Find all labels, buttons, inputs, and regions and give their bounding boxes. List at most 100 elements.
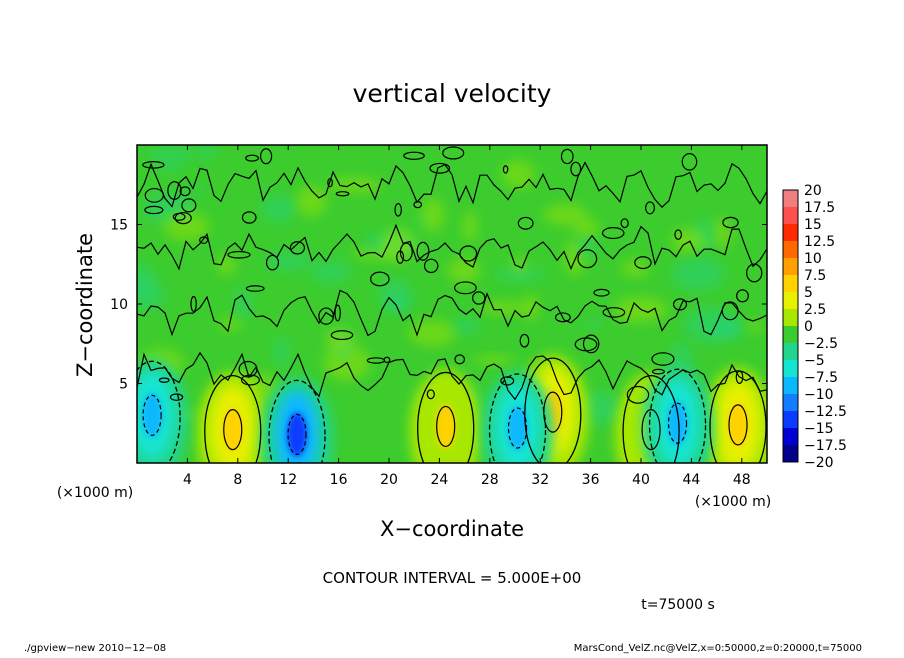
- x-tick-label: 28: [481, 472, 499, 488]
- field-patch: [273, 337, 290, 367]
- downdraft-contour: [488, 373, 547, 463]
- colorbar-label: −5: [804, 353, 825, 369]
- field-patch: [671, 257, 725, 291]
- downdraft-core: [142, 393, 163, 438]
- downdraft-contour: [648, 368, 707, 463]
- field-patch: [471, 355, 517, 366]
- zero-contour-loop: [672, 298, 688, 311]
- y-axis-title: Z−coordinate: [73, 233, 97, 377]
- x-tick-label: 8: [233, 472, 242, 488]
- colorbar-segment: [783, 258, 798, 275]
- zero-contour-loop: [620, 218, 629, 229]
- field-features: [137, 355, 767, 463]
- colorbar-label: 0: [804, 319, 813, 335]
- x-tick-label: 48: [733, 472, 751, 488]
- zero-contour-loop: [454, 354, 465, 365]
- colorbar-label: −15: [804, 421, 834, 437]
- field-patch: [261, 194, 296, 223]
- field-patch: [218, 317, 243, 330]
- colorbar: 2017.51512.5107.552.50−2.5−5−7.5−10−12.5…: [782, 183, 847, 471]
- zero-contour-loop: [517, 216, 534, 230]
- downdraft-inner-contour: [287, 413, 307, 455]
- updraft-core: [728, 402, 749, 447]
- field-patch: [573, 218, 600, 239]
- updraft-contour: [204, 374, 262, 463]
- chart-title: vertical velocity: [353, 79, 552, 108]
- y-axis-ticks: 5 10 15: [110, 218, 767, 393]
- colorbar-segment: [783, 309, 798, 326]
- zero-contour-loop: [651, 368, 665, 375]
- x-tick-label: 20: [380, 472, 398, 488]
- field-patch: [385, 297, 409, 312]
- zero-contour-loop: [179, 186, 191, 197]
- colorbar-label: 7.5: [804, 268, 826, 284]
- field-patch: [217, 255, 236, 276]
- zero-contour-loop: [174, 211, 192, 225]
- zero-contour-loop: [416, 241, 430, 261]
- zero-contour-loop: [403, 151, 425, 160]
- colorbar-label: 5: [804, 285, 813, 301]
- y-tick-label: 10: [110, 297, 128, 313]
- field-patch: [311, 260, 350, 283]
- field-patch: [191, 185, 205, 195]
- zero-contour-loop: [502, 165, 509, 174]
- colorbar-label: −20: [804, 455, 834, 471]
- zero-contour-loop: [577, 249, 598, 269]
- colorbar-label: −7.5: [804, 370, 838, 386]
- colorbar-segment: [783, 377, 798, 394]
- zero-contour-loop: [674, 229, 682, 240]
- x-tick-label: 12: [279, 472, 297, 488]
- zero-contour-loop: [227, 250, 251, 259]
- x-tick-label: 16: [330, 472, 348, 488]
- y-tick-label: 5: [119, 377, 128, 393]
- field-patch: [745, 320, 762, 332]
- colorbar-segment: [783, 207, 798, 224]
- x-tick-label: 40: [632, 472, 650, 488]
- field-patch: [582, 318, 602, 328]
- time-label: t=75000 s: [641, 597, 715, 613]
- x-unit-label-left: (×1000 m): [57, 485, 133, 501]
- zero-contour-loop: [426, 389, 435, 400]
- zero-contour-loop: [601, 227, 625, 240]
- zero-contour-loop: [519, 333, 530, 348]
- zero-contour-loop: [158, 377, 170, 383]
- field-patch: [235, 287, 252, 321]
- zero-contour-loop: [442, 146, 465, 160]
- downdraft-contour: [268, 379, 326, 463]
- zero-contour-loop: [602, 307, 626, 318]
- zero-contour-loop: [260, 148, 273, 165]
- field-patch: [712, 218, 732, 249]
- zero-contour-loop: [736, 289, 749, 303]
- colorbar-segment: [783, 394, 798, 411]
- zero-contour-loop: [327, 177, 333, 188]
- zero-contour-loop: [142, 161, 165, 169]
- downdraft-core: [507, 406, 528, 451]
- zero-contour-loop: [453, 281, 477, 295]
- colorbar-label: −12.5: [804, 404, 847, 420]
- colorbar-label: −17.5: [804, 438, 847, 454]
- updraft-inner-contour: [436, 405, 456, 448]
- colorbar-segment: [783, 241, 798, 258]
- zero-contour-line: [137, 351, 767, 401]
- colorbar-segment: [783, 224, 798, 241]
- zero-contour-loop: [593, 288, 610, 297]
- field-patch: [462, 210, 477, 243]
- zero-contour-loop: [289, 241, 305, 255]
- field-patch: [327, 177, 382, 193]
- field-patch: [494, 267, 546, 282]
- field-patch: [294, 186, 327, 217]
- footer-right: MarsCond_VelZ.nc@VelZ,x=0:50000,z=0:2000…: [574, 643, 862, 654]
- colorbar-segment: [783, 411, 798, 428]
- x-unit-label-right: (×1000 m): [695, 494, 771, 510]
- updraft-contour: [622, 374, 680, 463]
- colorbar-label: 2.5: [804, 302, 826, 318]
- updraft-inner-contour: [728, 404, 748, 446]
- zero-contour-loop: [169, 393, 184, 401]
- updraft-inner-contour: [223, 409, 243, 451]
- zero-contour-loop: [570, 161, 582, 177]
- zero-contour-loop: [383, 356, 391, 364]
- field-patch: [408, 320, 457, 347]
- colorbar-label: 10: [804, 251, 822, 267]
- zero-contour-loop: [144, 205, 164, 215]
